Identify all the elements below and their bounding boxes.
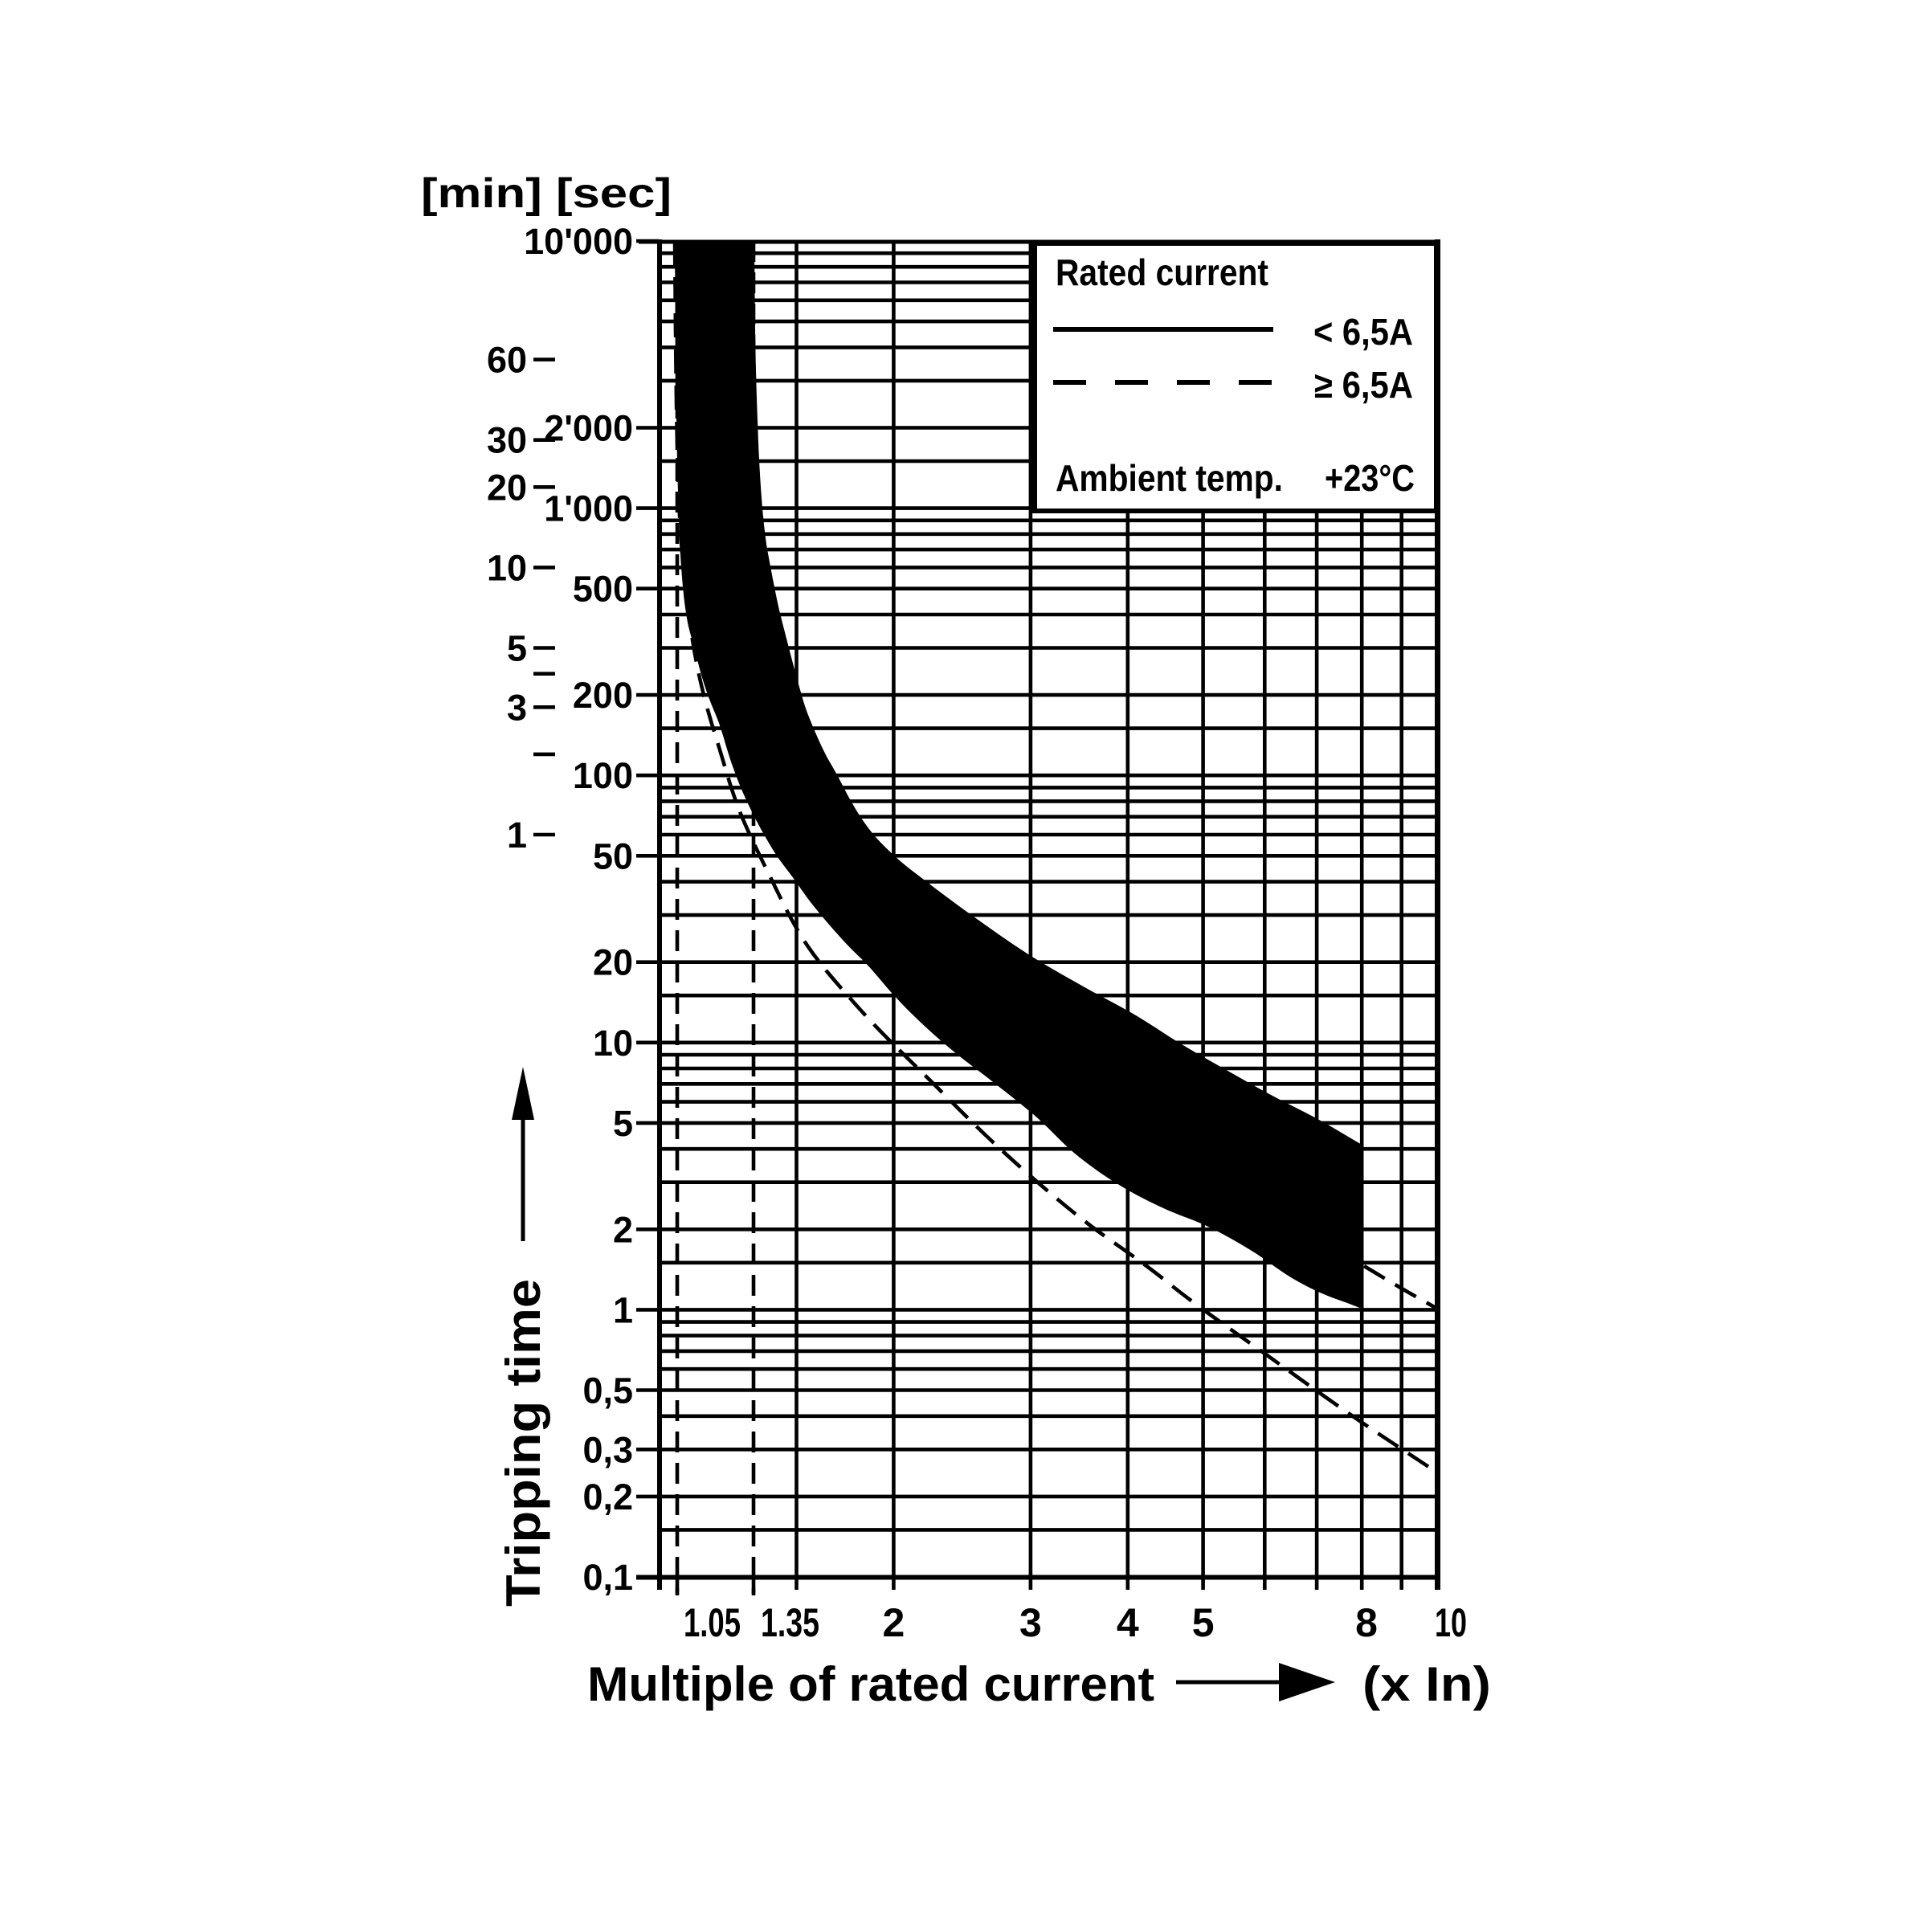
svg-text:50: 50 [593, 835, 633, 876]
svg-text:10: 10 [593, 1023, 633, 1064]
svg-text:Tripping time: Tripping time [496, 1279, 550, 1607]
svg-text:3: 3 [507, 687, 527, 728]
svg-text:1: 1 [507, 815, 527, 856]
svg-text:Ambient temp.: Ambient temp. [1056, 457, 1283, 499]
svg-text:4: 4 [1117, 1600, 1139, 1645]
svg-text:100: 100 [573, 755, 633, 796]
svg-text:60: 60 [487, 340, 527, 381]
svg-text:[min] [sec]: [min] [sec] [421, 170, 672, 217]
svg-text:10: 10 [1435, 1600, 1467, 1645]
svg-text:10: 10 [487, 547, 527, 588]
svg-text:1.35: 1.35 [761, 1600, 819, 1645]
svg-text:+23°C: +23°C [1325, 457, 1415, 499]
svg-text:(x In): (x In) [1362, 1657, 1491, 1711]
svg-text:200: 200 [573, 675, 633, 716]
svg-text:0,1: 0,1 [582, 1557, 633, 1598]
svg-text:500: 500 [573, 569, 633, 610]
svg-text:1'000: 1'000 [544, 488, 633, 529]
svg-text:< 6,5A: < 6,5A [1313, 311, 1413, 353]
svg-text:20: 20 [593, 942, 633, 983]
svg-text:20: 20 [487, 467, 527, 508]
svg-text:1: 1 [613, 1289, 633, 1330]
svg-text:2'000: 2'000 [544, 408, 633, 449]
svg-text:10'000: 10'000 [524, 221, 633, 262]
svg-text:Multiple of rated current: Multiple of rated current [587, 1657, 1154, 1711]
svg-text:8: 8 [1355, 1600, 1378, 1645]
svg-text:Rated current: Rated current [1056, 251, 1268, 293]
svg-text:5: 5 [507, 628, 527, 669]
svg-text:5: 5 [1192, 1600, 1215, 1645]
svg-text:0,5: 0,5 [582, 1370, 633, 1411]
svg-text:2: 2 [613, 1209, 633, 1250]
svg-text:1.05: 1.05 [684, 1600, 741, 1645]
svg-text:0,2: 0,2 [582, 1477, 633, 1517]
svg-text:≥ 6,5A: ≥ 6,5A [1314, 364, 1413, 406]
svg-text:5: 5 [613, 1103, 633, 1144]
svg-text:30: 30 [487, 420, 527, 461]
svg-text:0,3: 0,3 [582, 1429, 633, 1470]
svg-text:2: 2 [882, 1600, 905, 1645]
svg-text:3: 3 [1019, 1600, 1042, 1645]
